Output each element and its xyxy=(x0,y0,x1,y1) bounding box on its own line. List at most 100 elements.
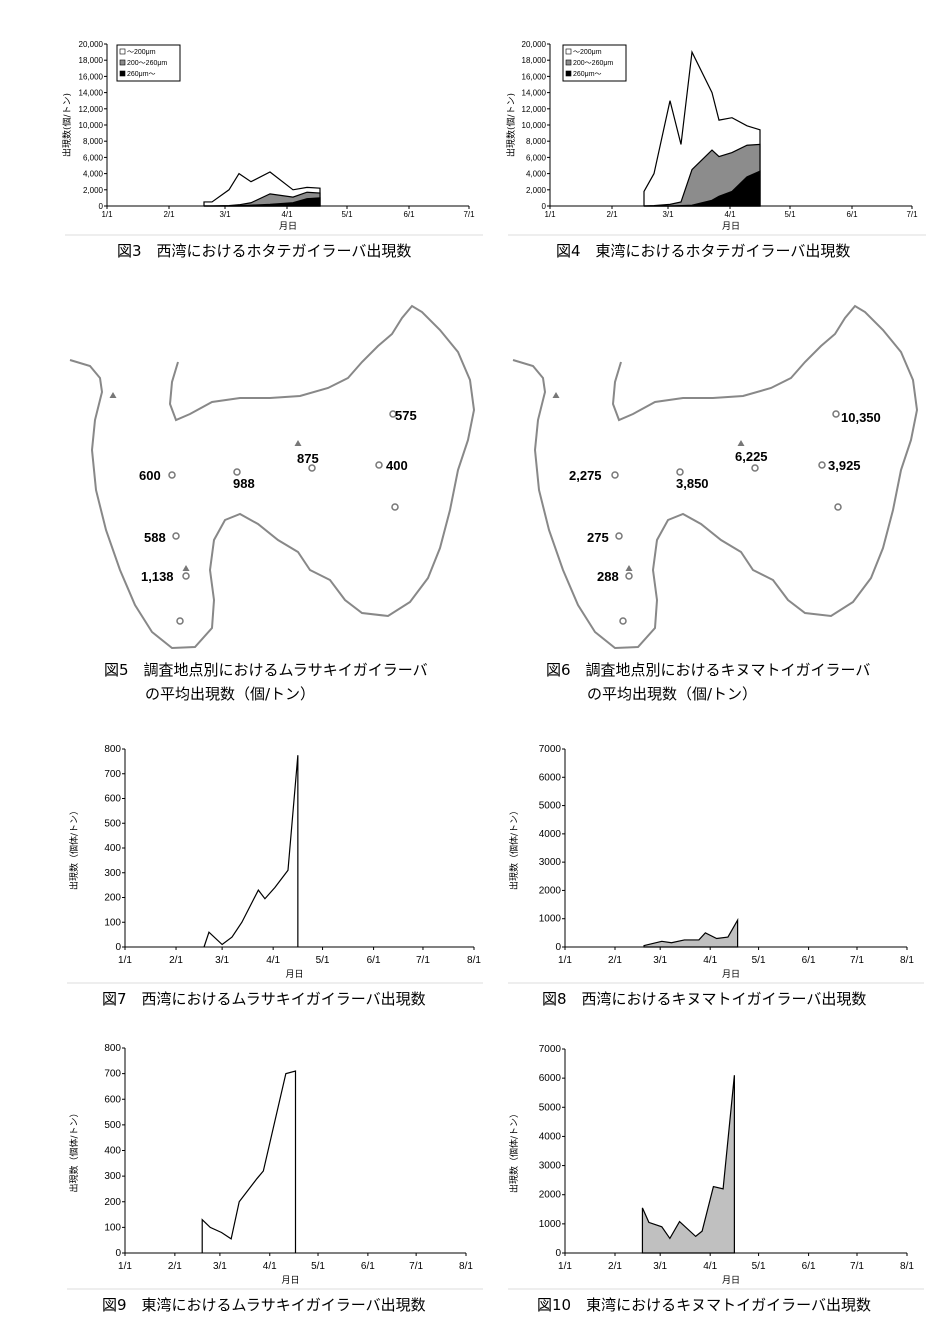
station-circle-icon xyxy=(611,471,619,479)
x-tick-label: 5/1 xyxy=(752,955,766,966)
x-tick-label: 2/1 xyxy=(606,210,618,219)
y-tick-label: 20,000 xyxy=(79,40,104,49)
y-tick-label: 0 xyxy=(115,942,121,953)
x-tick-label: 4/1 xyxy=(263,1261,277,1272)
y-tick-label: 6,000 xyxy=(83,153,104,162)
x-axis-title: 月日 xyxy=(285,969,303,980)
y-tick-label: 6,000 xyxy=(526,153,547,162)
chart-fig4: 0 2,000 4,000 6,000 8,000 10,000 12,000 14,000 1… xyxy=(505,40,918,232)
y-tick-label: 500 xyxy=(104,818,121,829)
x-tick-label: 2/1 xyxy=(163,210,175,219)
station-circle-icon xyxy=(751,464,759,472)
x-tick-label: 8/1 xyxy=(900,1261,914,1272)
legend-box xyxy=(116,44,181,82)
station-circle-icon xyxy=(832,410,840,418)
legend-label: ～200μm xyxy=(573,49,602,56)
x-axis-title: 月日 xyxy=(281,1275,299,1286)
x-tick-label: 2/1 xyxy=(168,1261,182,1272)
x-tick-label: 3/1 xyxy=(653,955,667,966)
x-tick-label: 1/1 xyxy=(118,1261,132,1272)
x-tick-label: 6/1 xyxy=(846,210,858,219)
y-tick-label: 600 xyxy=(104,1094,121,1105)
caption-fig5-line2: の平均出現数（個/トン） xyxy=(145,685,316,703)
station-circle-icon xyxy=(168,471,176,479)
y-tick-label: 2,000 xyxy=(83,186,104,195)
y-tick-label: 0 xyxy=(99,202,104,211)
x-tick-label: 6/1 xyxy=(802,1261,816,1272)
x-tick-label: 8/1 xyxy=(459,1261,473,1272)
y-tick-label: 20,000 xyxy=(522,40,547,49)
y-tick-label: 400 xyxy=(104,843,121,854)
y-tick-label: 14,000 xyxy=(79,89,104,98)
station-triangle-icon xyxy=(625,565,633,571)
station-circle-icon xyxy=(818,461,826,469)
map-value: 400 xyxy=(386,458,408,473)
y-tick-label: 800 xyxy=(104,744,121,755)
legend-box xyxy=(562,44,627,82)
x-tick-label: 7/1 xyxy=(850,955,864,966)
y-tick-label: 400 xyxy=(104,1146,121,1157)
legend-swatch xyxy=(565,59,572,66)
y-tick-label: 0 xyxy=(542,202,547,211)
map-value: 575 xyxy=(395,408,417,423)
map-value: 1,138 xyxy=(141,569,174,584)
chart-fig7: 0 100 200 300 400 500 600 700 800 1/1 2/1 3/1 4/1 5/1… xyxy=(68,744,481,980)
y-tick-label: 1000 xyxy=(539,914,562,925)
y-tick-label: 8,000 xyxy=(526,137,547,146)
x-tick-label: 4/1 xyxy=(266,955,280,966)
x-tick-label: 2/1 xyxy=(608,1261,622,1272)
legend-swatch xyxy=(565,48,572,55)
y-tick-label: 6000 xyxy=(539,1073,562,1084)
x-tick-label: 8/1 xyxy=(900,955,914,966)
x-axis-title: 月日 xyxy=(279,221,297,232)
y-tick-label: 300 xyxy=(104,1171,121,1182)
x-tick-label: 4/1 xyxy=(724,210,736,219)
series-area xyxy=(643,143,761,207)
legend-swatch xyxy=(119,70,126,77)
map-value: 2,275 xyxy=(569,468,602,483)
station-circle-icon xyxy=(375,461,383,469)
x-tick-label: 7/1 xyxy=(409,1261,423,1272)
station-circle-icon xyxy=(391,503,399,511)
y-tick-label: 4,000 xyxy=(526,170,547,179)
x-tick-label: 3/1 xyxy=(653,1261,667,1272)
y-axis-title: 出現数（個体/トン） xyxy=(68,1108,80,1192)
y-tick-label: 2000 xyxy=(539,1190,562,1201)
series-area xyxy=(641,1075,735,1254)
y-tick-label: 12,000 xyxy=(79,105,104,114)
x-tick-label: 7/1 xyxy=(850,1261,864,1272)
station-circle-icon xyxy=(834,503,842,511)
y-tick-label: 0 xyxy=(115,1248,121,1259)
y-tick-label: 5000 xyxy=(539,801,562,812)
y-tick-label: 4,000 xyxy=(83,170,104,179)
map-value: 10,350 xyxy=(841,410,881,425)
caption-fig9: 図9 東湾におけるムラサキイガイラーバ出現数 xyxy=(102,1296,426,1314)
station-circle-icon xyxy=(619,617,627,625)
x-tick-label: 5/1 xyxy=(341,210,353,219)
y-tick-label: 14,000 xyxy=(522,89,547,98)
map-value: 275 xyxy=(587,530,609,545)
chart-fig8: 0 1000 2000 3000 4000 5000 6000 7000 1/1 2/1 3/1 4/… xyxy=(508,744,914,980)
x-tick-label: 6/1 xyxy=(403,210,415,219)
chart-fig10: 0 1000 2000 3000 4000 5000 6000 7000 1/1 2/1 3/1 4/… xyxy=(508,1044,914,1286)
caption-fig10: 図10 東湾におけるキヌマトイガイラーバ出現数 xyxy=(537,1296,871,1314)
x-tick-label: 6/1 xyxy=(361,1261,375,1272)
x-tick-label: 8/1 xyxy=(467,955,481,966)
y-tick-label: 7000 xyxy=(539,744,562,755)
x-tick-label: 2/1 xyxy=(169,955,183,966)
legend-label: 260μm～ xyxy=(127,71,156,78)
y-tick-label: 12,000 xyxy=(522,105,547,114)
map-fig5 xyxy=(69,305,475,649)
y-tick-label: 6000 xyxy=(539,772,562,783)
caption-fig7: 図7 西湾におけるムラサキイガイラーバ出現数 xyxy=(102,990,426,1008)
station-circle-icon xyxy=(389,410,397,418)
y-tick-label: 600 xyxy=(104,794,121,805)
legend-label: 200～260μm xyxy=(573,60,613,67)
x-tick-label: 7/1 xyxy=(906,210,918,219)
x-tick-label: 6/1 xyxy=(802,955,816,966)
x-tick-label: 4/1 xyxy=(703,1261,717,1272)
station-circle-icon xyxy=(615,532,623,540)
y-tick-label: 18,000 xyxy=(79,56,104,65)
legend-label: ～200μm xyxy=(127,49,156,56)
